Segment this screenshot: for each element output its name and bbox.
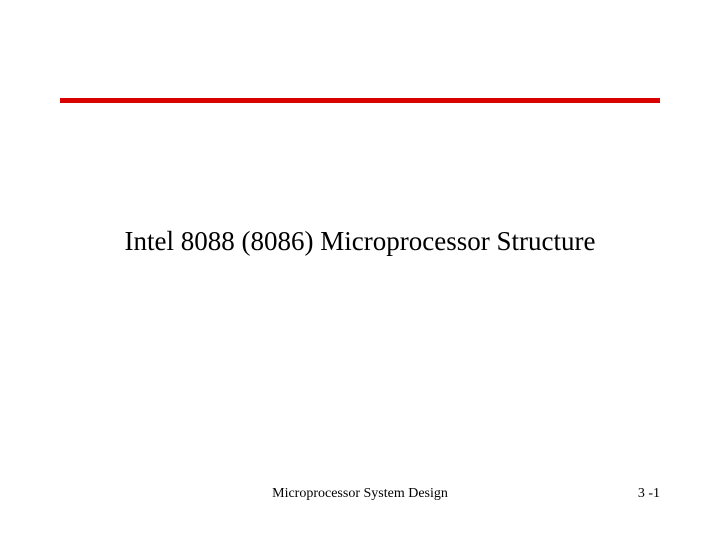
footer-center-text: Microprocessor System Design xyxy=(272,486,448,502)
footer-page-number: 3 -1 xyxy=(638,486,660,502)
slide-footer: Microprocessor System Design 3 -1 xyxy=(60,486,660,502)
horizontal-rule xyxy=(60,98,660,103)
slide-title: Intel 8088 (8086) Microprocessor Structu… xyxy=(0,226,720,257)
